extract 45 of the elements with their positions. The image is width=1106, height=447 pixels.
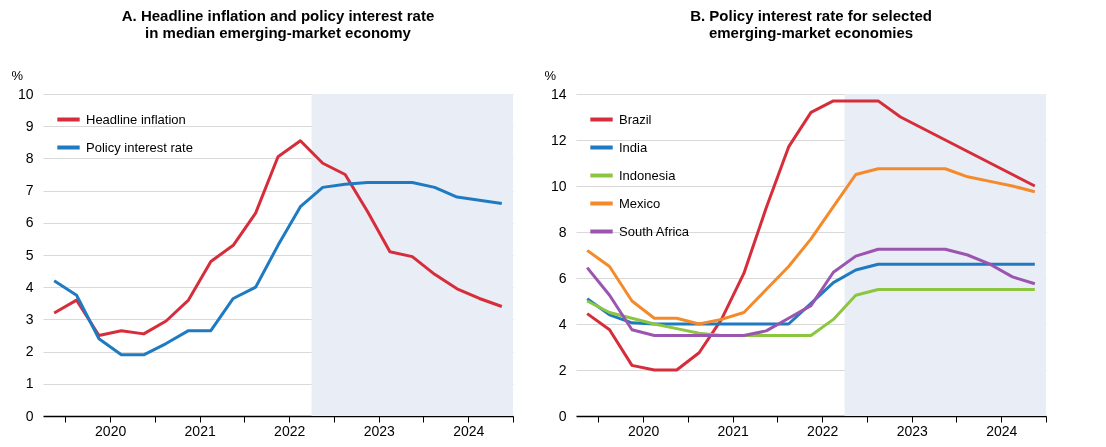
legend-label: Indonesia [619, 167, 677, 183]
y-tick-label: 0 [558, 407, 567, 424]
y-tick-label: 4 [25, 278, 34, 295]
x-tick-label: 2024 [986, 422, 1018, 439]
line-series [52, 181, 504, 357]
chart-title: A. Headline inflation and policy interest rate in median emerging-market economy [121, 7, 435, 41]
y-tick-label: 6 [25, 214, 34, 231]
x-tick-label: 2023 [896, 422, 928, 439]
y-tick-label: 10 [17, 85, 34, 102]
y-tick-label: 1 [25, 375, 34, 392]
y-tick-label: 5 [25, 246, 34, 263]
x-tick-label: 2023 [363, 422, 395, 439]
legend-label: South Africa [619, 223, 690, 239]
y-tick-label: 8 [558, 223, 567, 240]
x-tick-label: 2021 [184, 422, 216, 439]
x-tick-label: 2020 [95, 422, 127, 439]
y-tick-label: 12 [550, 131, 567, 148]
y-tick-label: 0 [25, 407, 34, 424]
y-axis-title: % [544, 67, 557, 83]
legend-label: Mexico [619, 195, 661, 211]
legend-label: India [619, 139, 648, 155]
y-tick-label: 10 [550, 177, 567, 194]
y-tick-label: 8 [25, 149, 34, 166]
y-tick-label: 14 [550, 85, 567, 102]
x-tick-label: 2022 [274, 422, 306, 439]
line-series [585, 99, 1037, 372]
line-series [52, 139, 504, 337]
x-tick-label: 2020 [628, 422, 660, 439]
y-tick-label: 4 [558, 315, 567, 332]
y-tick-label: 9 [25, 117, 34, 134]
x-tick-label: 2022 [807, 422, 839, 439]
line-series [585, 167, 1037, 326]
chart-title: B. Policy interest rate for selected emerging-market economies [690, 7, 932, 41]
x-tick-label: 2024 [453, 422, 485, 439]
legend-label: Policy interest rate [86, 139, 193, 155]
y-tick-label: 2 [558, 361, 567, 378]
x-tick-label: 2021 [717, 422, 749, 439]
y-axis-title: % [11, 67, 24, 83]
legend-label: Brazil [619, 111, 652, 127]
legend-label: Headline inflation [86, 111, 186, 127]
line-series [585, 247, 1037, 337]
y-tick-label: 2 [25, 343, 34, 360]
y-tick-label: 6 [558, 269, 567, 286]
y-tick-label: 3 [25, 310, 34, 327]
y-tick-label: 7 [25, 182, 34, 199]
